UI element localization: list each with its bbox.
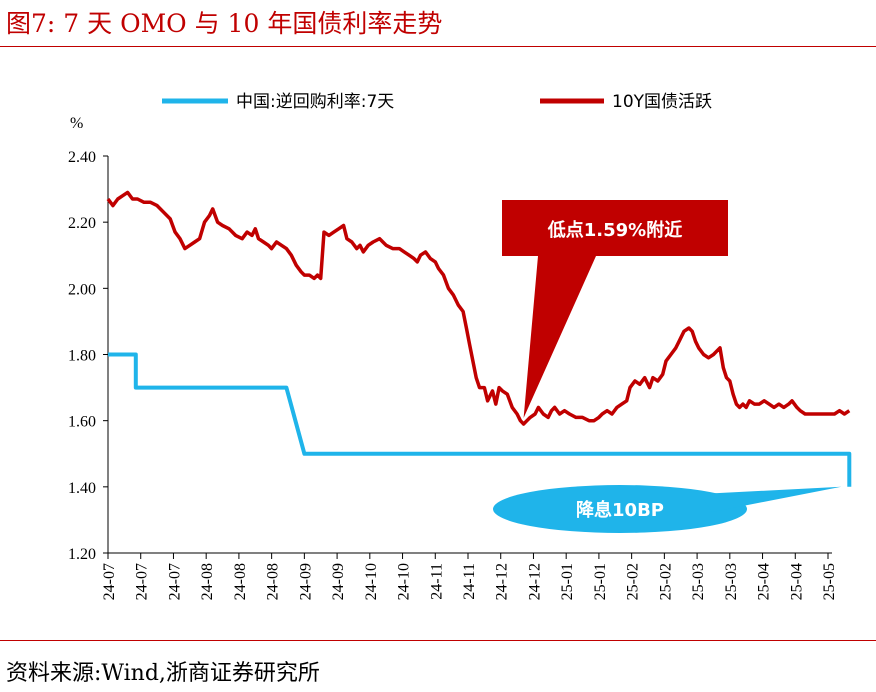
source-note: 资料来源:Wind,浙商证券研究所: [6, 661, 320, 686]
x-tick-label: 25-04: [756, 563, 773, 600]
y-tick-label: 2.00: [68, 281, 96, 298]
y-tick-label: 2.40: [68, 149, 96, 166]
x-tick-label: 24-07: [166, 563, 183, 600]
x-tick-label: 24-11: [428, 563, 445, 600]
x-tick-label: 24-10: [363, 563, 380, 600]
axes: 2.40 2.20 2.00 1.80 1.60 1.40 1.20 24-07 24-07 24…: [68, 149, 838, 600]
figure-title: 图7: 7 天 OMO 与 10 年国债利率走势: [6, 9, 443, 38]
x-tick-label: 24-08: [199, 563, 216, 600]
x-tick-label: 25-02: [657, 563, 674, 600]
x-tick-label: 24-09: [330, 563, 347, 600]
y-tick-label: 1.80: [68, 348, 96, 365]
x-tick-label: 25-01: [592, 563, 609, 600]
low-point-callout-text: 低点1.59%附近: [547, 219, 682, 241]
title-rule: [0, 46, 876, 47]
x-tick-label: 24-12: [494, 563, 511, 600]
legend-label-bond: 10Y国债活跃: [612, 92, 712, 112]
y-tick-label: 1.40: [68, 480, 96, 497]
x-tick-label: 24-08: [265, 563, 282, 600]
y-tick-label: 1.60: [68, 414, 96, 431]
series-line-10y-bond: [106, 190, 851, 426]
legend: 中国:逆回购利率:7天 10Y国债活跃: [162, 92, 712, 112]
x-tick-label: 25-05: [821, 563, 838, 600]
x-tick-label: 24-07: [101, 563, 118, 600]
footer-rule: [0, 640, 876, 641]
legend-label-omo: 中国:逆回购利率:7天: [236, 92, 394, 112]
low-point-callout-box: [502, 200, 728, 418]
x-tick-label: 24-10: [396, 563, 413, 600]
x-tick-label: 25-01: [559, 563, 576, 600]
x-tick-label: 25-03: [723, 563, 740, 600]
y-unit-label: %: [70, 115, 83, 132]
x-tick-label: 25-04: [788, 563, 805, 600]
x-tick-label: 24-09: [297, 563, 314, 600]
y-tick-label: 1.20: [68, 546, 96, 563]
y-tick-label: 2.20: [68, 215, 96, 232]
rate-cut-callout-bubble: [493, 485, 747, 533]
series-line-omo: [108, 352, 852, 487]
rate-cut-callout-text: 降息10BP: [576, 499, 664, 521]
rate-cut-callout-pointer: [700, 486, 842, 512]
x-tick-label: 24-07: [134, 563, 151, 600]
x-tick-label: 24-12: [526, 563, 543, 600]
x-tick-label: 24-08: [232, 563, 249, 600]
x-tick-label: 25-02: [625, 563, 642, 600]
series-layer: [106, 190, 852, 487]
x-tick-label: 24-11: [461, 563, 478, 600]
x-tick-label: 25-03: [690, 563, 707, 600]
